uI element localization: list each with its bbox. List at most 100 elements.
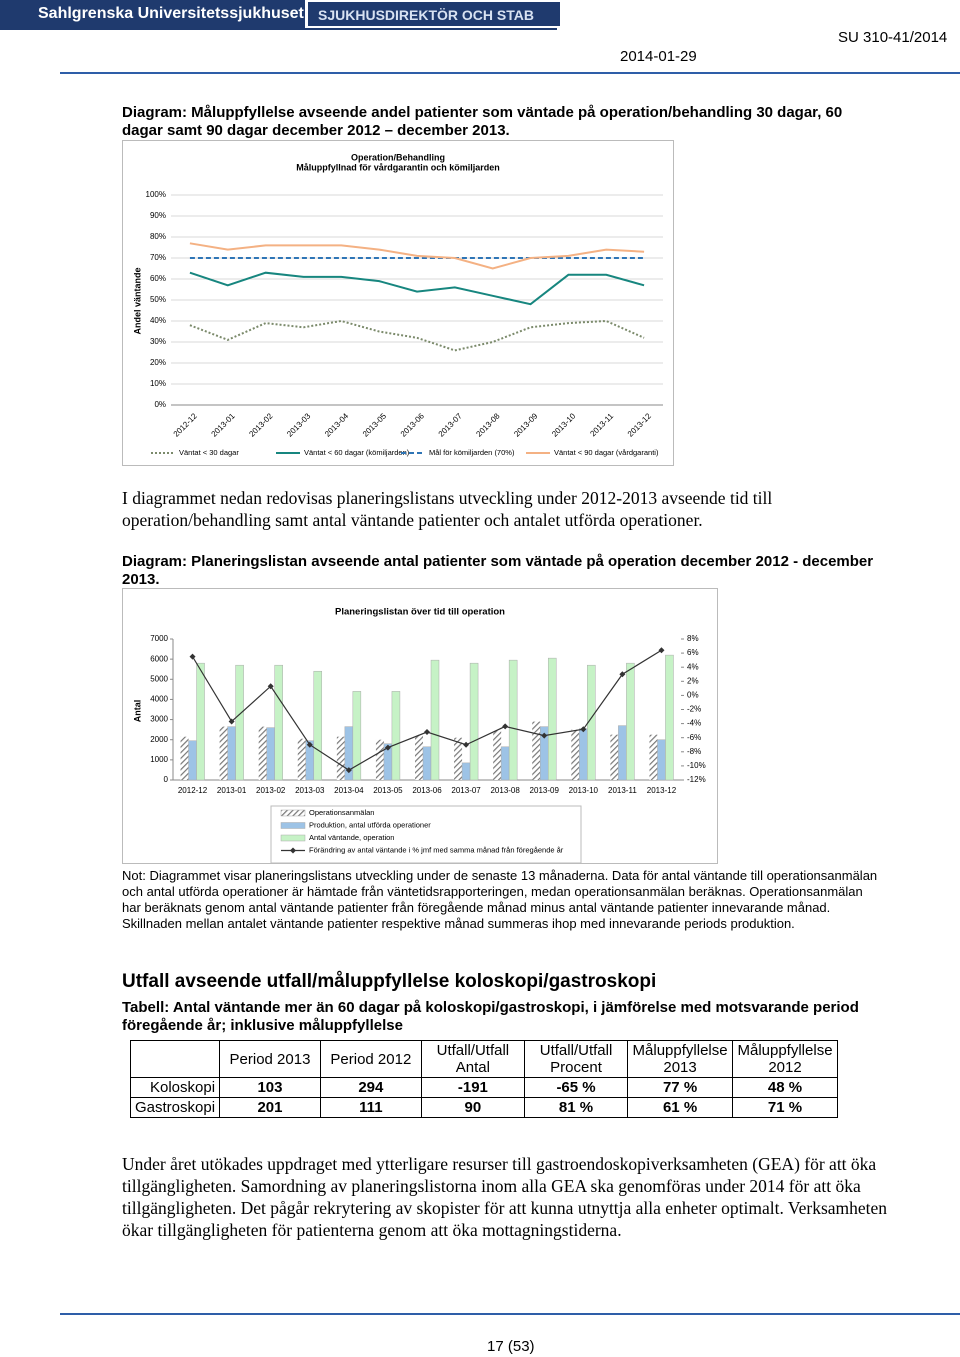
department-bar: SJUKHUSDIREKTÖR OCH STAB — [305, 2, 560, 26]
bar — [618, 725, 627, 781]
bar — [391, 691, 401, 781]
x-tick-label: 2013-03 — [285, 411, 313, 439]
bar — [180, 736, 189, 780]
bar — [375, 739, 384, 780]
legend-label: Väntat < 30 dagar — [179, 448, 239, 457]
y2-tick-label: 6% — [687, 648, 699, 657]
bar — [266, 727, 275, 781]
point-marker — [502, 723, 509, 730]
x-tick-label: 2012-12 — [178, 786, 208, 795]
y-axis-label: Antal — [132, 700, 142, 723]
x-tick-label: 2013-05 — [361, 411, 389, 439]
note: Not: Diagrammet visar planeringslistans … — [122, 868, 878, 931]
bar — [415, 734, 423, 780]
point-marker — [619, 671, 626, 678]
y2-tick-label: 0% — [687, 691, 699, 700]
y-tick-label: 40% — [150, 316, 166, 325]
y-tick-label: 4000 — [150, 695, 168, 704]
x-tick-label: 2013-08 — [474, 411, 502, 439]
y-tick-label: 3000 — [150, 715, 168, 724]
legend-swatch — [280, 834, 306, 842]
bar — [235, 664, 244, 781]
series-line — [189, 242, 645, 270]
department: SJUKHUSDIREKTÖR OCH STAB — [318, 7, 534, 23]
x-tick-label: 2013-02 — [256, 786, 286, 795]
reference: SU 310-41/2014 — [838, 29, 948, 46]
header-cell: Period 2012 — [319, 1040, 422, 1078]
bar — [430, 659, 440, 781]
x-tick-label: 2013-02 — [247, 411, 275, 439]
x-tick-label: 2013-12 — [626, 411, 654, 439]
table-cell: 90 — [420, 1097, 525, 1118]
point-marker — [189, 653, 196, 660]
bar — [626, 662, 635, 781]
y2-tick-label: -4% — [687, 719, 701, 728]
table-cell: 201 — [219, 1097, 321, 1118]
header-cell: Måluppfyllelse 2012 — [732, 1040, 838, 1078]
y2-tick-label: 4% — [687, 662, 699, 671]
paragraph: Under året utökades uppdraget med ytterl… — [122, 1154, 888, 1240]
bar — [422, 746, 432, 781]
y-tick-label: 7000 — [150, 634, 168, 643]
bar — [579, 728, 588, 781]
bar — [532, 721, 541, 780]
header-cell: Period 2013 — [219, 1040, 321, 1078]
bar — [274, 664, 283, 781]
bar — [461, 762, 471, 781]
y-tick-label: 1000 — [150, 755, 168, 764]
legend-swatch — [280, 822, 306, 829]
table-cell: -191 — [420, 1077, 525, 1098]
y-tick-label: 100% — [146, 190, 166, 199]
table-row: Koloskopi 103 294 -191 -65 % 77 % 48 % — [129, 1077, 838, 1098]
legend-swatch — [290, 847, 296, 854]
bar — [571, 729, 580, 780]
y-tick-label: 70% — [150, 253, 166, 262]
table-cell: 294 — [319, 1077, 422, 1098]
legend-box — [270, 805, 582, 863]
page-number: 17 (53) — [487, 1338, 535, 1355]
y-tick-label: 50% — [150, 295, 166, 304]
caption: Diagram: Måluppfyllelse avseende andel p… — [122, 104, 843, 139]
x-tick-label: 2013-07 — [451, 786, 481, 795]
table-cell: -65 % — [523, 1077, 629, 1098]
bar — [313, 670, 323, 781]
legend-label: Väntat < 90 dagar (vårdgaranti) — [554, 448, 659, 457]
x-tick-label: 2013-11 — [588, 411, 615, 438]
x-tick-label: 2012-12 — [172, 411, 200, 439]
table-cell: 103 — [219, 1077, 321, 1098]
y2-tick-label: -12% — [687, 775, 706, 784]
header-row: Period 2013 Period 2012 Utfall/Utfall Anta… — [129, 1040, 838, 1078]
section-heading: Utfall avseende utfall/måluppfyllelse ko… — [122, 971, 657, 992]
x-tick-label: 2013-06 — [399, 411, 427, 439]
series-line — [189, 319, 645, 352]
bar — [352, 691, 362, 781]
combo-chart: Planeringslistan över tid till operation… — [122, 588, 718, 864]
logo: Sahlgrenska Universitetssjukhuset — [38, 5, 304, 22]
table-cell: 81 % — [523, 1097, 629, 1118]
x-tick-label: 2013-04 — [334, 786, 364, 795]
table-cell: 61 % — [627, 1097, 734, 1118]
table-cell: 48 % — [732, 1077, 838, 1098]
y-axis-label: Andel väntande — [132, 267, 142, 334]
header-cell — [129, 1040, 221, 1078]
table-row: Gastroskopi 201 111 90 81 % 61 % 71 % — [129, 1097, 838, 1118]
header-cell: Utfall/Utfall Antal — [420, 1040, 525, 1078]
caption: Diagram: Planeringslistan avseende antal… — [122, 553, 874, 588]
x-tick-label: 2013-04 — [323, 411, 351, 439]
bar — [547, 657, 557, 781]
header-rule — [0, 28, 557, 30]
chart-title: Planeringslistan över tid till operation — [335, 607, 505, 618]
x-tick-label: 2013-01 — [217, 786, 247, 795]
legend-label: Produktion, antal utförda operationer — [309, 820, 431, 829]
table-cell: 111 — [319, 1097, 422, 1118]
bar — [188, 740, 197, 781]
row-label: Gastroskopi — [129, 1097, 221, 1118]
y-tick-label: 20% — [150, 358, 166, 367]
bar — [665, 654, 674, 781]
legend-label: Antal väntande, operation — [309, 833, 394, 842]
header-cell: Måluppfyllelse 2013 — [627, 1040, 734, 1078]
legend-label: Förändring av antal väntande i % jmf med… — [309, 845, 564, 854]
legend-label: Väntat < 60 dagar (kömiljarden) — [304, 448, 410, 457]
footer-line — [60, 1313, 960, 1315]
legend-label: Mål för kömiljarden (70%) — [429, 448, 515, 457]
